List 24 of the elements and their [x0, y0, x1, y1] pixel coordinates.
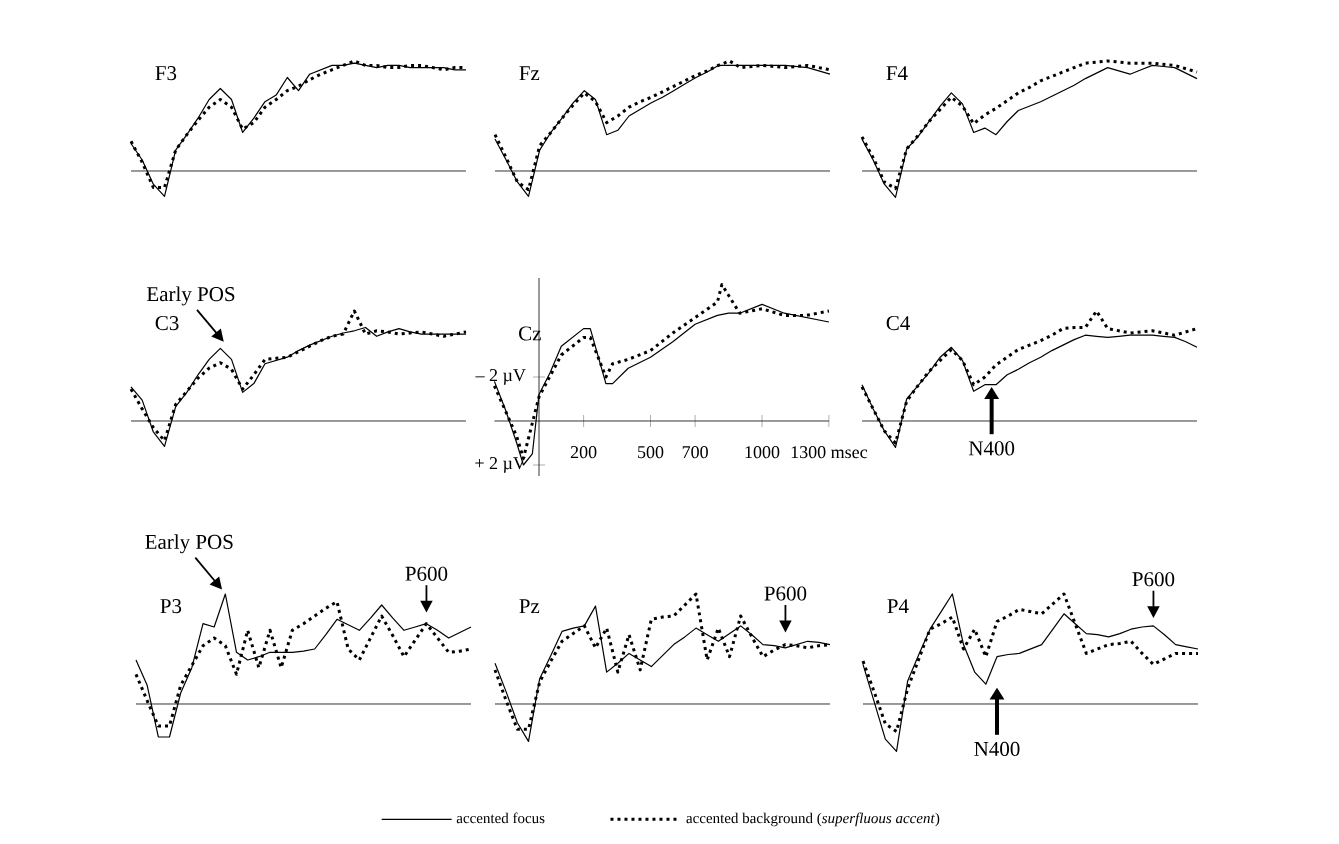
annotation: N400: [968, 441, 1015, 456]
text: Early POS: [145, 534, 233, 554]
text: Cz: [519, 326, 541, 341]
x-tick-label: 700: [682, 446, 708, 459]
text: P600: [1132, 572, 1175, 587]
chart-title: F3: [155, 66, 177, 81]
text: P600: [405, 566, 448, 581]
annotation: P600: [764, 586, 807, 601]
x-tick-label: 200: [570, 446, 597, 459]
x-tick-label: 500: [638, 446, 664, 459]
y-tick-label: – 2 µV: [475, 369, 526, 385]
chart-title: P4: [887, 599, 909, 613]
legend-label: accented focus: [456, 812, 545, 824]
chart-title: C4: [886, 316, 910, 331]
chart-title: Fz: [519, 66, 540, 80]
x-tick-label: 1300 msec: [791, 446, 868, 459]
x-tick-label: 1000: [745, 446, 780, 459]
chart-title: C3: [155, 316, 179, 331]
legend-label: accented background (superfluous accent): [686, 812, 940, 827]
annotation: N400: [974, 741, 1020, 757]
chart-title: Pz: [519, 599, 540, 613]
chart-title: P3: [160, 599, 182, 614]
chart-title: F4: [886, 66, 908, 80]
text: Early POS: [146, 286, 235, 306]
